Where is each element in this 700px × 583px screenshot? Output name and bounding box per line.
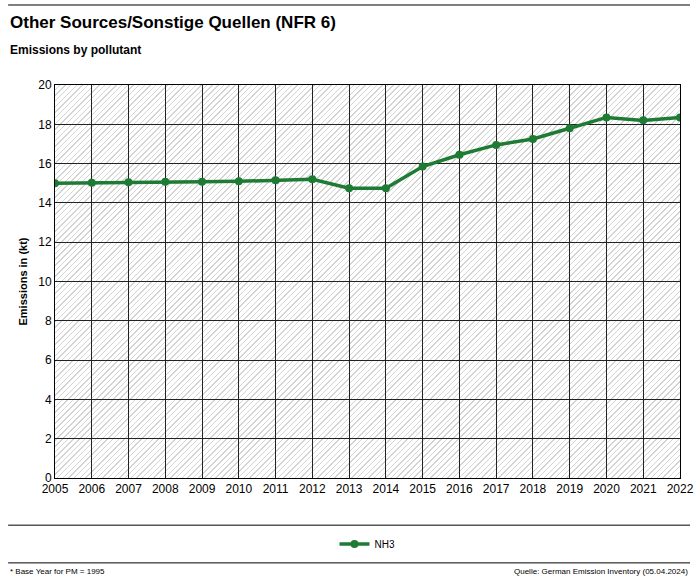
svg-text:2015: 2015 xyxy=(409,482,436,496)
svg-text:2: 2 xyxy=(45,432,52,446)
svg-text:18: 18 xyxy=(38,118,52,132)
svg-text:14: 14 xyxy=(38,196,52,210)
svg-text:2012: 2012 xyxy=(299,482,326,496)
svg-text:2010: 2010 xyxy=(225,482,252,496)
svg-text:Quelle: German Emission Invent: Quelle: German Emission Inventory (05.04… xyxy=(514,567,688,576)
svg-text:2005: 2005 xyxy=(42,482,69,496)
svg-text:2019: 2019 xyxy=(556,482,583,496)
svg-text:2020: 2020 xyxy=(593,482,620,496)
svg-text:16: 16 xyxy=(38,157,52,171)
svg-text:2008: 2008 xyxy=(152,482,179,496)
svg-text:2017: 2017 xyxy=(483,482,510,496)
svg-text:2011: 2011 xyxy=(263,482,289,496)
svg-text:* Base Year for PM = 1995: * Base Year for PM = 1995 xyxy=(10,567,105,576)
svg-text:2013: 2013 xyxy=(336,482,363,496)
svg-text:10: 10 xyxy=(38,275,52,289)
svg-text:6: 6 xyxy=(45,353,52,367)
svg-text:2006: 2006 xyxy=(78,482,105,496)
svg-text:Emissions in (kt): Emissions in (kt) xyxy=(17,237,29,325)
svg-text:2016: 2016 xyxy=(446,482,473,496)
svg-text:Emissions by pollutant: Emissions by pollutant xyxy=(10,43,141,57)
svg-text:2021: 2021 xyxy=(630,482,657,496)
svg-text:2014: 2014 xyxy=(373,482,400,496)
svg-text:2018: 2018 xyxy=(520,482,547,496)
svg-text:Other Sources/Sonstige Quellen: Other Sources/Sonstige Quellen (NFR 6) xyxy=(10,13,336,32)
svg-text:2009: 2009 xyxy=(189,482,216,496)
svg-text:2022: 2022 xyxy=(667,482,694,496)
svg-text:4: 4 xyxy=(45,393,52,407)
svg-text:2007: 2007 xyxy=(115,482,142,496)
svg-text:NH3: NH3 xyxy=(375,539,395,550)
svg-text:8: 8 xyxy=(45,314,52,328)
svg-text:12: 12 xyxy=(38,235,52,249)
svg-text:20: 20 xyxy=(38,78,52,92)
svg-text:0: 0 xyxy=(45,471,52,485)
